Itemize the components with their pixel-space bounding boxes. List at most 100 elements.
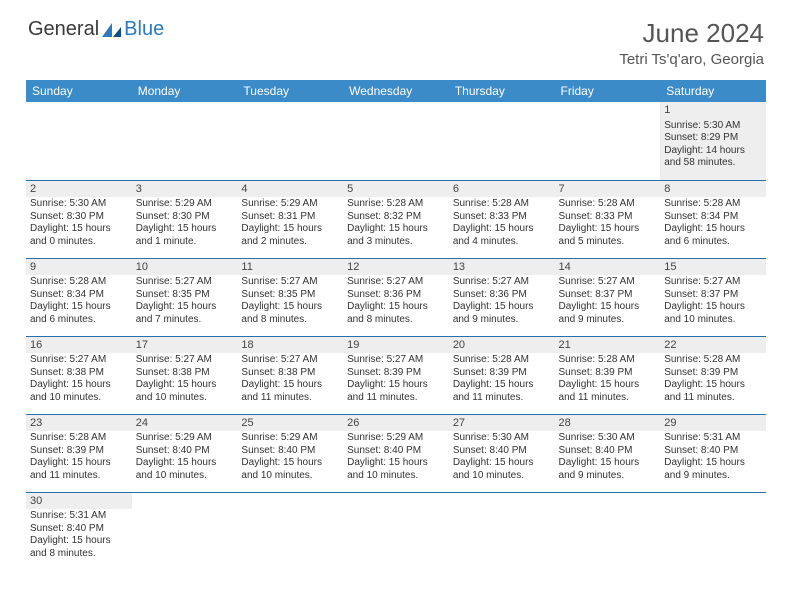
sunset-line: Sunset: 8:38 PM: [241, 367, 339, 380]
daylight-line: Daylight: 15 hours and 10 minutes.: [664, 301, 762, 326]
calendar-cell: 28Sunrise: 5:30 AMSunset: 8:40 PMDayligh…: [555, 414, 661, 492]
title-block: June 2024 Tetri Ts'q'aro, Georgia: [619, 18, 764, 68]
day-number: 11: [237, 259, 343, 276]
calendar-cell: 1Sunrise: 5:30 AMSunset: 8:29 PMDaylight…: [660, 102, 766, 180]
daylight-line: Daylight: 15 hours and 4 minutes.: [453, 223, 551, 248]
calendar-week-row: 23Sunrise: 5:28 AMSunset: 8:39 PMDayligh…: [26, 414, 766, 492]
day-number: 13: [449, 259, 555, 276]
calendar-cell: 8Sunrise: 5:28 AMSunset: 8:34 PMDaylight…: [660, 180, 766, 258]
calendar-cell: 7Sunrise: 5:28 AMSunset: 8:33 PMDaylight…: [555, 180, 661, 258]
sunrise-line: Sunrise: 5:28 AM: [453, 198, 551, 211]
sunrise-line: Sunrise: 5:29 AM: [241, 198, 339, 211]
sunset-line: Sunset: 8:40 PM: [136, 445, 234, 458]
day-header: Wednesday: [343, 80, 449, 102]
calendar-cell: 15Sunrise: 5:27 AMSunset: 8:37 PMDayligh…: [660, 258, 766, 336]
calendar-cell: 21Sunrise: 5:28 AMSunset: 8:39 PMDayligh…: [555, 336, 661, 414]
sunset-line: Sunset: 8:38 PM: [136, 367, 234, 380]
calendar-cell-blank: [237, 102, 343, 180]
daylight-line: Daylight: 15 hours and 8 minutes.: [241, 301, 339, 326]
day-number: 29: [660, 415, 766, 432]
day-number: 20: [449, 337, 555, 354]
day-number: 23: [26, 415, 132, 432]
sunrise-line: Sunrise: 5:27 AM: [241, 354, 339, 367]
logo-sail-icon: [101, 22, 123, 38]
sunset-line: Sunset: 8:40 PM: [241, 445, 339, 458]
sunrise-line: Sunrise: 5:29 AM: [136, 432, 234, 445]
daylight-line: Daylight: 15 hours and 11 minutes.: [347, 379, 445, 404]
daylight-line: Daylight: 15 hours and 7 minutes.: [136, 301, 234, 326]
day-number: 28: [555, 415, 661, 432]
calendar-cell: 10Sunrise: 5:27 AMSunset: 8:35 PMDayligh…: [132, 258, 238, 336]
month-title: June 2024: [619, 18, 764, 49]
sunrise-line: Sunrise: 5:28 AM: [30, 276, 128, 289]
calendar-cell: 20Sunrise: 5:28 AMSunset: 8:39 PMDayligh…: [449, 336, 555, 414]
daylight-line: Daylight: 15 hours and 10 minutes.: [136, 457, 234, 482]
sunrise-line: Sunrise: 5:31 AM: [30, 510, 128, 523]
daylight-line: Daylight: 15 hours and 10 minutes.: [241, 457, 339, 482]
calendar-cell-blank: [449, 492, 555, 570]
daylight-line: Daylight: 15 hours and 9 minutes.: [453, 301, 551, 326]
daylight-line: Daylight: 15 hours and 9 minutes.: [559, 301, 657, 326]
calendar-cell: 23Sunrise: 5:28 AMSunset: 8:39 PMDayligh…: [26, 414, 132, 492]
calendar-cell: 29Sunrise: 5:31 AMSunset: 8:40 PMDayligh…: [660, 414, 766, 492]
daylight-line: Daylight: 15 hours and 6 minutes.: [664, 223, 762, 248]
calendar-cell: 3Sunrise: 5:29 AMSunset: 8:30 PMDaylight…: [132, 180, 238, 258]
calendar-cell: 5Sunrise: 5:28 AMSunset: 8:32 PMDaylight…: [343, 180, 449, 258]
calendar-cell: 18Sunrise: 5:27 AMSunset: 8:38 PMDayligh…: [237, 336, 343, 414]
sunset-line: Sunset: 8:37 PM: [664, 289, 762, 302]
sunset-line: Sunset: 8:31 PM: [241, 211, 339, 224]
sunrise-line: Sunrise: 5:28 AM: [559, 198, 657, 211]
daylight-line: Daylight: 15 hours and 11 minutes.: [664, 379, 762, 404]
calendar-week-row: 1Sunrise: 5:30 AMSunset: 8:29 PMDaylight…: [26, 102, 766, 180]
daylight-line: Daylight: 15 hours and 10 minutes.: [30, 379, 128, 404]
day-number: 8: [660, 181, 766, 198]
daylight-line: Daylight: 15 hours and 8 minutes.: [30, 535, 128, 560]
day-header: Friday: [555, 80, 661, 102]
day-number: 19: [343, 337, 449, 354]
day-header-row: Sunday Monday Tuesday Wednesday Thursday…: [26, 80, 766, 102]
sunset-line: Sunset: 8:34 PM: [30, 289, 128, 302]
sunrise-line: Sunrise: 5:27 AM: [136, 276, 234, 289]
sunset-line: Sunset: 8:30 PM: [30, 211, 128, 224]
daylight-line: Daylight: 15 hours and 9 minutes.: [664, 457, 762, 482]
sunset-line: Sunset: 8:33 PM: [559, 211, 657, 224]
calendar-table: Sunday Monday Tuesday Wednesday Thursday…: [26, 80, 766, 570]
sunrise-line: Sunrise: 5:27 AM: [664, 276, 762, 289]
calendar-cell-blank: [26, 102, 132, 180]
calendar-cell-blank: [555, 492, 661, 570]
day-number: 1: [660, 102, 766, 119]
sunrise-line: Sunrise: 5:30 AM: [30, 198, 128, 211]
logo-text-blue: Blue: [124, 18, 164, 41]
sunset-line: Sunset: 8:39 PM: [559, 367, 657, 380]
day-number: 25: [237, 415, 343, 432]
calendar-week-row: 9Sunrise: 5:28 AMSunset: 8:34 PMDaylight…: [26, 258, 766, 336]
day-number: 27: [449, 415, 555, 432]
sunset-line: Sunset: 8:40 PM: [453, 445, 551, 458]
daylight-line: Daylight: 15 hours and 10 minutes.: [453, 457, 551, 482]
sunset-line: Sunset: 8:40 PM: [664, 445, 762, 458]
sunrise-line: Sunrise: 5:28 AM: [559, 354, 657, 367]
logo-text-general: General: [28, 18, 99, 41]
day-header: Tuesday: [237, 80, 343, 102]
calendar-cell: 14Sunrise: 5:27 AMSunset: 8:37 PMDayligh…: [555, 258, 661, 336]
calendar-cell: 13Sunrise: 5:27 AMSunset: 8:36 PMDayligh…: [449, 258, 555, 336]
calendar-cell: 24Sunrise: 5:29 AMSunset: 8:40 PMDayligh…: [132, 414, 238, 492]
sunrise-line: Sunrise: 5:30 AM: [453, 432, 551, 445]
sunrise-line: Sunrise: 5:27 AM: [453, 276, 551, 289]
sunset-line: Sunset: 8:35 PM: [241, 289, 339, 302]
calendar-cell: 11Sunrise: 5:27 AMSunset: 8:35 PMDayligh…: [237, 258, 343, 336]
sunset-line: Sunset: 8:37 PM: [559, 289, 657, 302]
calendar-cell: 4Sunrise: 5:29 AMSunset: 8:31 PMDaylight…: [237, 180, 343, 258]
sunset-line: Sunset: 8:35 PM: [136, 289, 234, 302]
sunset-line: Sunset: 8:40 PM: [559, 445, 657, 458]
sunset-line: Sunset: 8:34 PM: [664, 211, 762, 224]
day-number: 4: [237, 181, 343, 198]
calendar-cell: 25Sunrise: 5:29 AMSunset: 8:40 PMDayligh…: [237, 414, 343, 492]
sunset-line: Sunset: 8:40 PM: [347, 445, 445, 458]
day-number: 16: [26, 337, 132, 354]
day-number: 24: [132, 415, 238, 432]
calendar-cell: 30Sunrise: 5:31 AMSunset: 8:40 PMDayligh…: [26, 492, 132, 570]
calendar-cell: 6Sunrise: 5:28 AMSunset: 8:33 PMDaylight…: [449, 180, 555, 258]
day-number: 26: [343, 415, 449, 432]
calendar-week-row: 2Sunrise: 5:30 AMSunset: 8:30 PMDaylight…: [26, 180, 766, 258]
